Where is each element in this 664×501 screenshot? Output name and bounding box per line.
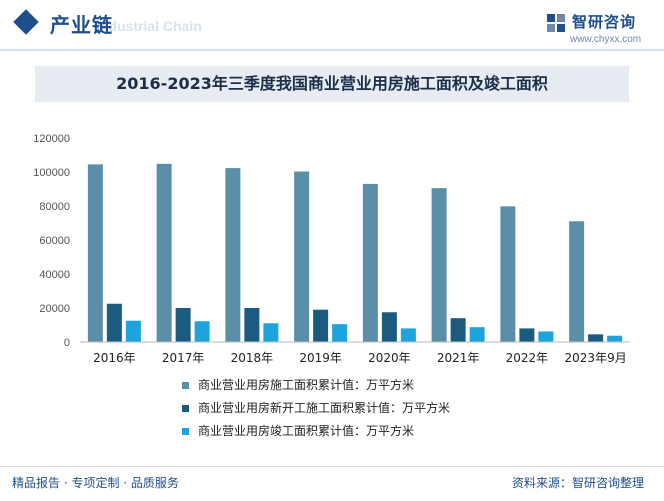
brand-name: 智研咨询 [572, 13, 637, 31]
bar-series-2 [125, 320, 141, 342]
bar-series-0 [87, 164, 103, 342]
bar-series-1 [313, 309, 329, 342]
chart-title: 2016-2023年三季度我国商业营业用房施工面积及竣工面积 [116, 74, 548, 93]
bar-series-2 [538, 331, 554, 342]
header-divider [0, 49, 664, 51]
bar-series-0 [156, 163, 172, 342]
x-tick-label: 2022年 [506, 351, 549, 365]
bar-series-1 [588, 334, 604, 342]
bar-series-0 [431, 188, 447, 342]
x-tick-label: 2016年 [93, 351, 136, 365]
x-tick-label: 2018年 [231, 351, 274, 365]
bar-series-2 [469, 327, 485, 342]
bar-series-1 [381, 312, 397, 342]
x-axis-labels: 2016年 2017年 2018年 2019年 2020年 2021年 2022年 2023年… [93, 351, 627, 365]
bar-series-2 [263, 323, 279, 342]
bar-series-2 [400, 328, 416, 342]
legend-swatch [182, 382, 189, 389]
brand-logo-icon [547, 14, 565, 32]
footer-tagline: 精品报告 · 专项定制 · 品质服务 [12, 476, 179, 490]
legend-swatch [182, 428, 189, 435]
page-footer: 精品报告 · 专项定制 · 品质服务 资料来源：智研咨询整理 [0, 466, 664, 501]
x-tick-label: 2023年9月 [565, 351, 627, 365]
header-title: 产业链 [50, 13, 113, 37]
diamond-icon [13, 9, 39, 35]
page-header: Industrial Chain 产业链 智研咨询 www.chyxx.com [0, 0, 664, 51]
y-tick-label: 40000 [39, 269, 70, 281]
bar-series-1 [519, 328, 535, 342]
bar-series-1 [175, 308, 191, 342]
y-tick-label: 80000 [39, 201, 70, 213]
brand-url[interactable]: www.chyxx.com [570, 34, 642, 45]
bar-series-0 [225, 168, 241, 342]
y-axis: 0 20000 40000 60000 80000 100000 120000 [33, 133, 70, 349]
y-tick-label: 120000 [33, 133, 70, 145]
y-tick-label: 100000 [33, 167, 70, 179]
y-tick-label: 0 [64, 337, 70, 349]
x-tick-label: 2019年 [299, 351, 342, 365]
bar-series-0 [500, 206, 516, 342]
legend-swatch [182, 405, 189, 412]
bar-series-2 [332, 324, 348, 342]
x-tick-label: 2021年 [437, 351, 480, 365]
bar-series-1 [450, 318, 466, 342]
header-subtitle: Industrial Chain [96, 18, 202, 34]
bar-series-0 [569, 221, 585, 342]
legend-label: 商业营业用房竣工面积累计值：万平方米 [198, 424, 415, 438]
bar-series-0 [362, 183, 378, 342]
bar-series-1 [106, 303, 122, 342]
y-tick-label: 60000 [39, 235, 70, 247]
footer-divider [0, 466, 664, 467]
bar-series-2 [194, 321, 210, 342]
bar-series-1 [244, 308, 260, 342]
footer-source: 资料来源：智研咨询整理 [512, 476, 645, 490]
legend-label: 商业营业用房施工面积累计值：万平方米 [198, 378, 415, 392]
legend-label: 商业营业用房新开工施工面积累计值：万平方米 [198, 401, 451, 415]
bar-group [87, 163, 623, 342]
x-tick-label: 2020年 [368, 351, 411, 365]
x-tick-label: 2017年 [162, 351, 205, 365]
chart-title-box: 2016-2023年三季度我国商业营业用房施工面积及竣工面积 [35, 66, 629, 102]
bar-series-0 [294, 171, 310, 342]
y-tick-label: 20000 [39, 303, 70, 315]
bar-series-2 [607, 335, 623, 342]
